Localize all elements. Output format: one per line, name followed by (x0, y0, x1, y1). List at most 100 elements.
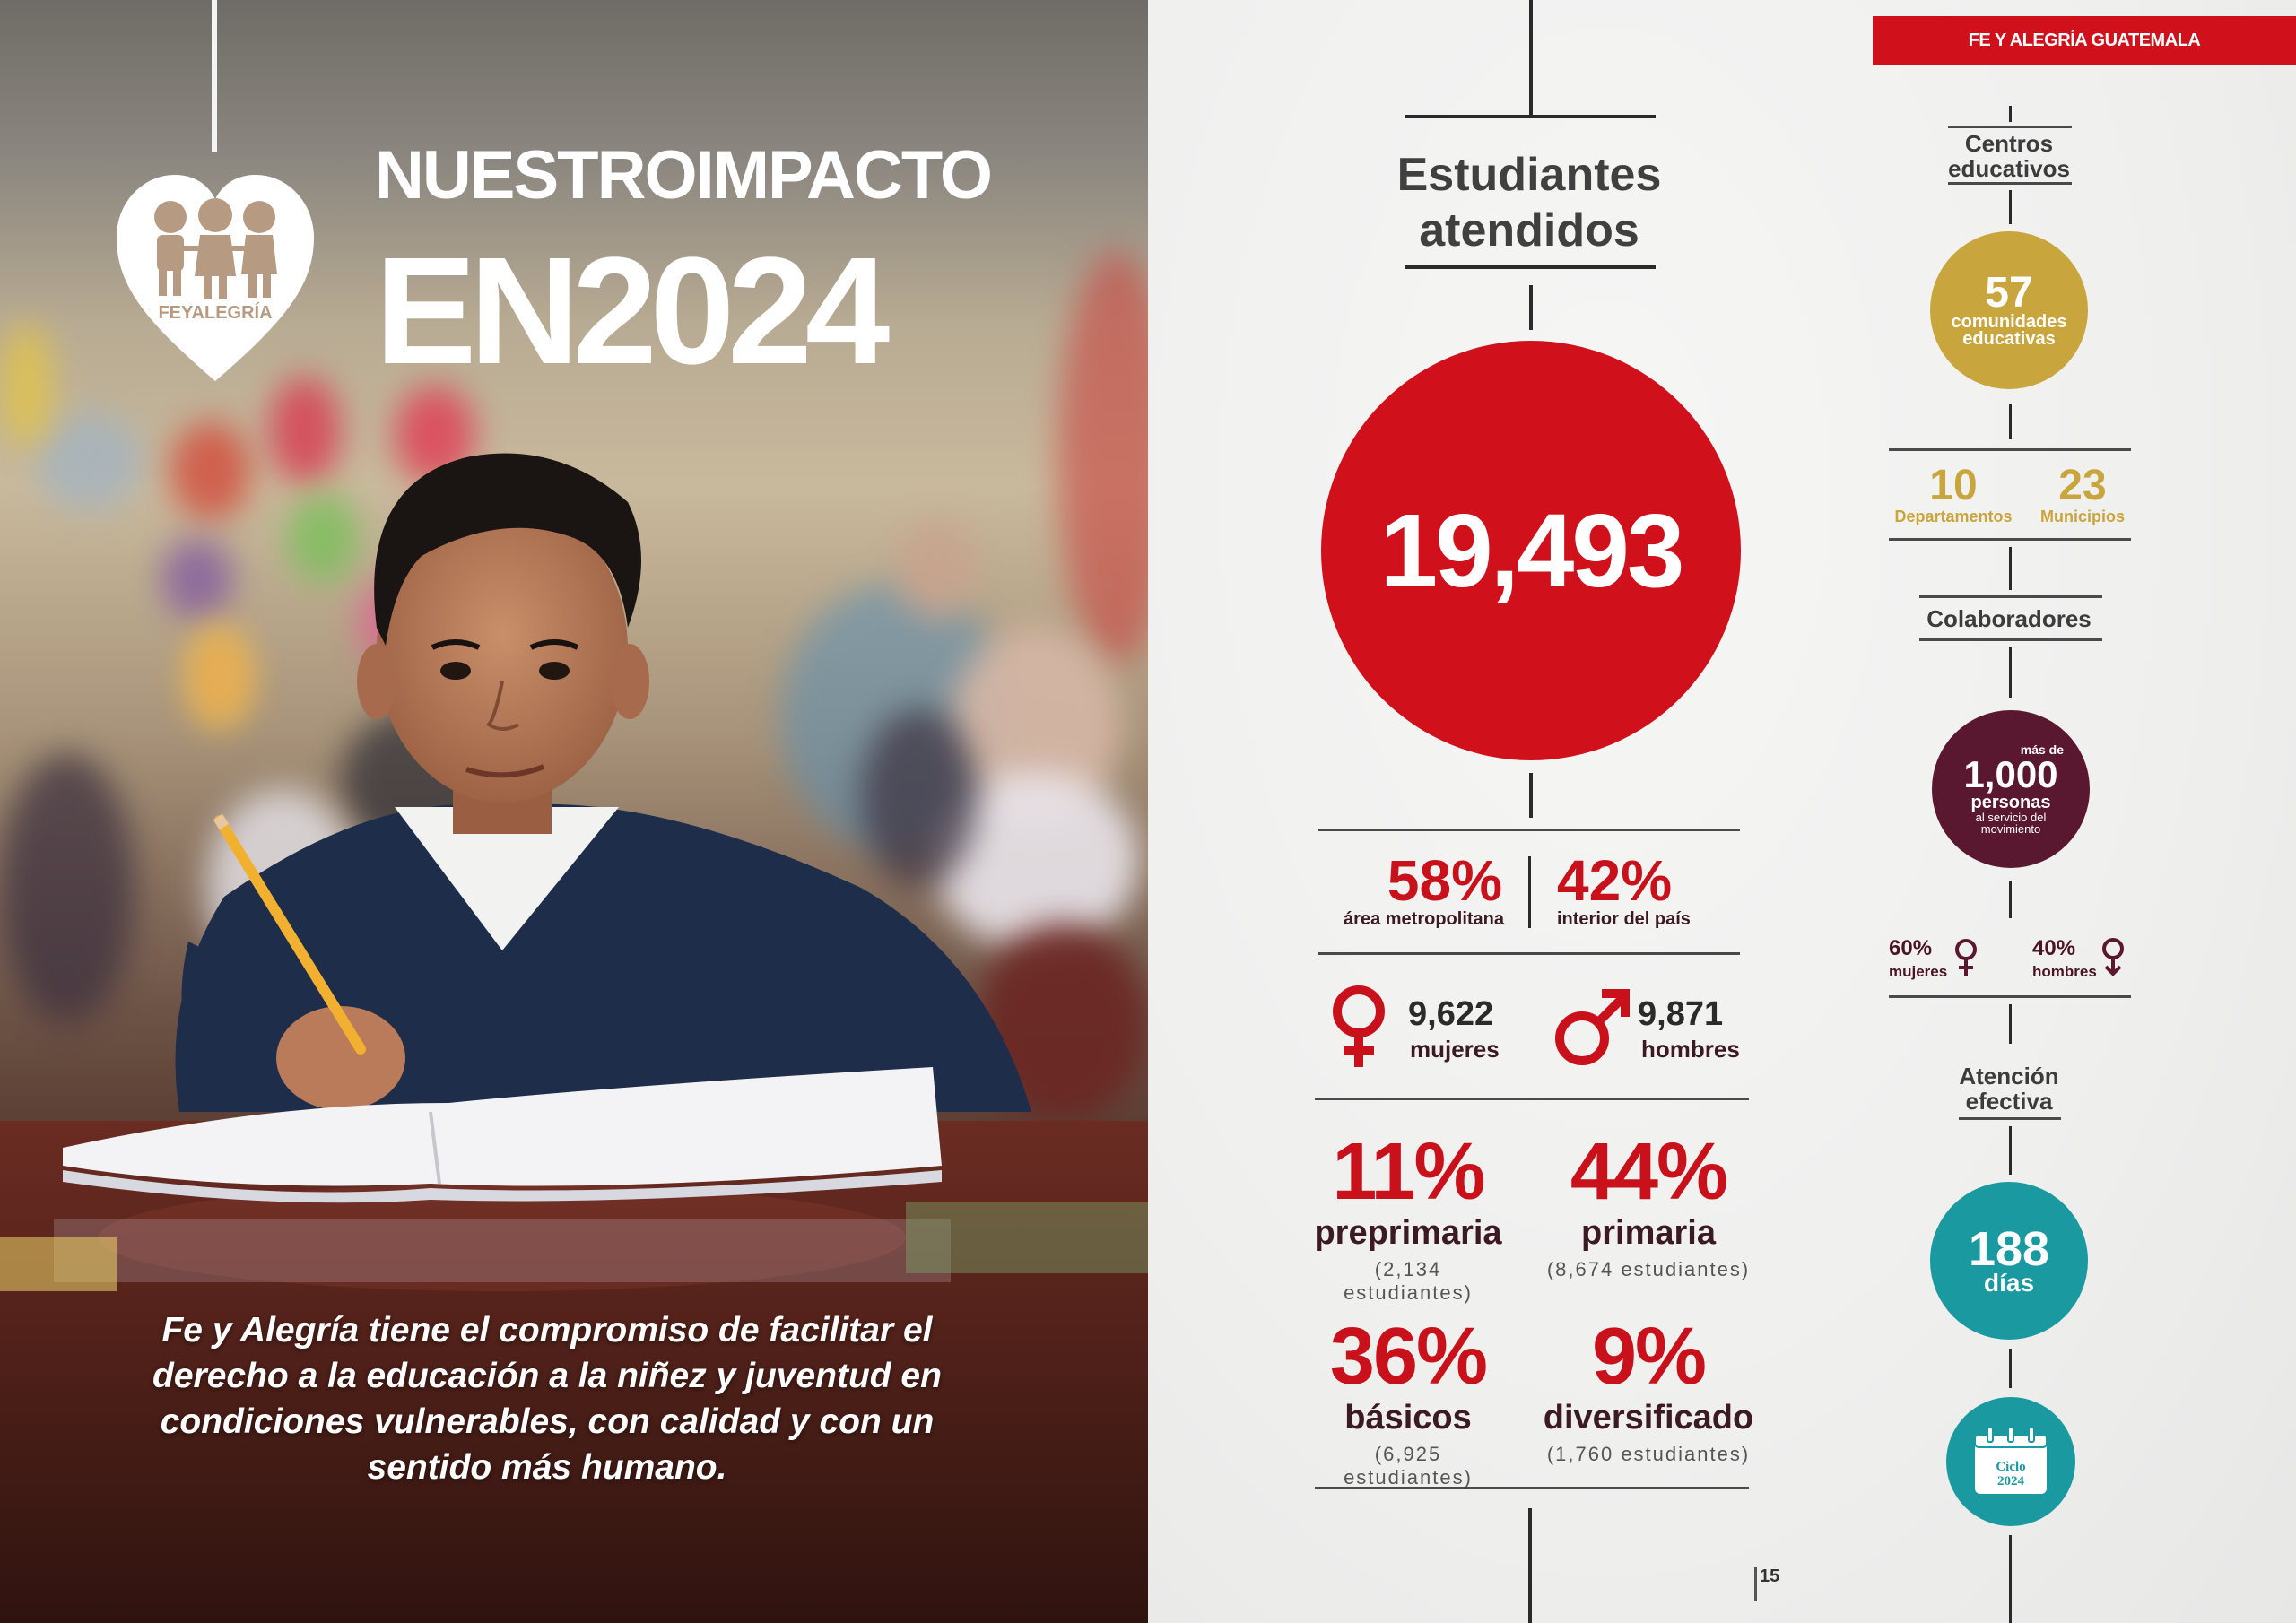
collaborators-circle: más de 1,000 personas al servicio del mo… (1932, 710, 2090, 868)
municipalities-label: Municipios (2040, 508, 2125, 525)
level-count: (2,134 estudiantes) (1344, 1258, 1473, 1304)
divider (2009, 547, 2012, 590)
total-students-circle: 19,493 (1321, 341, 1741, 760)
municipalities-number: 23 (2058, 462, 2107, 509)
background-decoration (36, 412, 144, 511)
level-percent: 44% (1570, 1127, 1728, 1217)
collaborators-sub-2: movimiento (1980, 822, 2041, 836)
divider (2009, 1126, 2012, 1175)
departments-label: Departamentos (1894, 508, 2013, 525)
centers-header-line2: educativos (1948, 155, 2070, 182)
attention-days-label: días (1983, 1269, 2035, 1297)
attention-header-line2: efectiva (1965, 1088, 2053, 1115)
collaborators-prefix: más de (2020, 742, 2064, 757)
level-name: básicos (1344, 1399, 1472, 1436)
background-decoration (287, 493, 359, 583)
male-students-label: hombres (1641, 1036, 1740, 1063)
male-icon (1555, 989, 1630, 1065)
hanging-line (212, 0, 217, 152)
collaborators-header: Colaboradores (1926, 605, 2092, 632)
centers-label-2: educativas (1962, 329, 2056, 349)
student-photo (0, 453, 1148, 1623)
divider (1529, 773, 1533, 818)
level-count: (8,674 estudiantes) (1546, 1258, 1751, 1280)
divider (2009, 190, 2012, 224)
divider (1318, 952, 1740, 955)
departments-number: 10 (1929, 462, 1978, 509)
background-decoration (161, 538, 233, 619)
centers-header-line1: Centros (1964, 130, 2054, 157)
divider (1948, 182, 2072, 185)
attention-header: Atención efectiva (1919, 1063, 2099, 1114)
level-basicos: 36% básicos (6,925 estudiantes) (1309, 1316, 1507, 1489)
level-name: primaria (1581, 1214, 1716, 1252)
divider (2009, 1004, 2012, 1044)
background-decoration (0, 753, 135, 1022)
divider (1889, 538, 2131, 541)
male-students-count: 9,871 (1638, 995, 1724, 1033)
divider (1528, 1508, 1532, 1623)
divider (2009, 1535, 2012, 1623)
students-header-line2: atendidos (1419, 204, 1639, 256)
logo-text: FEYALEGRÍA (158, 302, 272, 323)
centers-header: Centros educativos (1919, 131, 2099, 181)
divider (2009, 647, 2012, 698)
divider (1919, 638, 2102, 641)
collab-women-label: mujeres (1889, 963, 1948, 980)
female-students-count: 9,622 (1408, 995, 1494, 1033)
divider (1948, 126, 2072, 128)
level-count: (6,925 estudiantes) (1344, 1443, 1473, 1488)
male-icon (2102, 938, 2124, 976)
page-number: 15 (1760, 1567, 1780, 1586)
divider (2009, 1349, 2012, 1388)
attention-circle: 188 días (1930, 1182, 2088, 1340)
background-decoration (170, 421, 251, 520)
level-primaria: 44% primaria (8,674 estudiantes) (1541, 1132, 1756, 1281)
centers-label-1: comunidades (1951, 312, 2067, 332)
divider (1889, 448, 2131, 451)
cover-photo-page: FEYALEGRÍA NUESTROIMPACTO EN2024 Fe y Al… (0, 0, 1148, 1623)
level-percent: 36% (1329, 1312, 1488, 1402)
collab-women-percent: 60% (1889, 936, 1933, 960)
divider (1318, 829, 1740, 831)
centers-number: 57 (1985, 269, 2033, 317)
fe-y-alegria-logo: FEYALEGRÍA (117, 175, 314, 381)
total-students-value: 19,493 (1379, 492, 1685, 609)
collab-men-percent: 40% (2032, 936, 2076, 960)
divider (1405, 265, 1656, 269)
centers-circle: 57 comunidades educativas (1930, 231, 2088, 389)
level-percent: 11% (1332, 1127, 1485, 1217)
background-decoration (269, 377, 341, 484)
background-decoration (861, 708, 978, 888)
female-icon (1955, 939, 1977, 976)
divider (1959, 1117, 2061, 1120)
level-preprimaria: 11% preprimaria (2,134 estudiantes) (1309, 1132, 1507, 1305)
metro-label: área metropolitana (1344, 909, 1504, 929)
calendar-icon: Ciclo 2024 (1974, 1427, 2048, 1494)
divider (1889, 995, 2131, 998)
mission-quote: Fe y Alegría tiene el compromiso de faci… (152, 1311, 942, 1487)
interior-percent: 42% (1557, 848, 1673, 913)
divider (2009, 404, 2012, 439)
cycle-year: 2024 (1997, 1474, 2025, 1488)
divider (1919, 595, 2102, 598)
cycle-word: Ciclo (1996, 1460, 2025, 1474)
background-decoration (0, 323, 54, 448)
page-title-line1: NUESTROIMPACTO (375, 137, 993, 213)
collab-men-label: hombres (2032, 963, 2097, 980)
divider (1405, 115, 1656, 118)
divider (2009, 106, 2012, 122)
attention-header-line1: Atención (1959, 1063, 2059, 1089)
divider (1528, 856, 1531, 928)
level-name: preprimaria (1314, 1214, 1502, 1252)
students-header-line1: Estudiantes (1396, 149, 1662, 201)
divider (2009, 881, 2012, 918)
collaborators-number: 1,000 (1963, 753, 2058, 795)
background-decoration (1058, 251, 1148, 664)
cycle-circle: Ciclo 2024 (1946, 1397, 2075, 1526)
divider (1315, 1098, 1749, 1100)
level-percent: 9% (1591, 1312, 1707, 1402)
divider (1315, 1487, 1749, 1489)
divider (1754, 1567, 1757, 1601)
students-header: Estudiantes atendidos (1381, 147, 1677, 258)
